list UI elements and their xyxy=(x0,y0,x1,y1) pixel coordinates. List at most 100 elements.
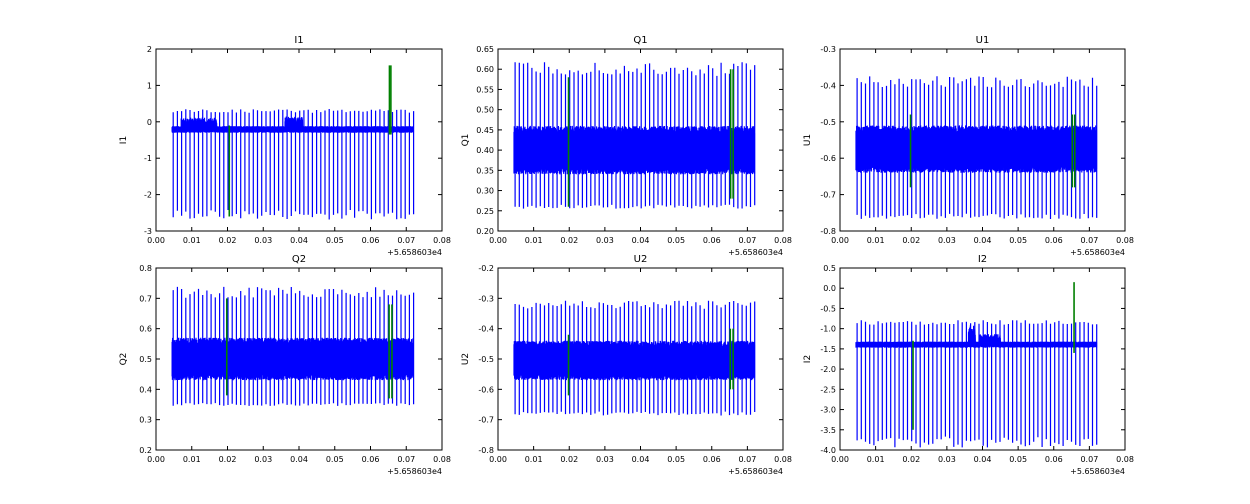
y-tick-label: 0.6 xyxy=(139,325,152,334)
chart-panel-i1: I1 I1 0.00 0.01 0.02 0.03 0.04 0.05 0.06 0.07 0.08… xyxy=(119,35,451,257)
y-tick-label: 0.5 xyxy=(139,355,152,364)
x-tick-label: 0.06 xyxy=(703,236,721,245)
x-tick-label: 0.01 xyxy=(525,236,543,245)
y-tick-label: 0.3 xyxy=(139,416,152,425)
x-tick-label: 0.01 xyxy=(867,236,885,245)
y-tick-label: -1.0 xyxy=(820,325,836,334)
x-tick-label: 0.02 xyxy=(560,455,578,464)
y-tick-label: 0.65 xyxy=(476,45,494,54)
y-tick-label: -0.5 xyxy=(820,118,836,127)
y-tick-label: 0 xyxy=(147,118,152,127)
y-tick-label: 0.30 xyxy=(476,187,494,196)
x-offset-label: +5.658603e4 xyxy=(387,467,442,476)
y-tick-label: 0.4 xyxy=(139,385,152,394)
x-tick-label: 0.05 xyxy=(1009,455,1027,464)
x-tick-label: 0.02 xyxy=(560,236,578,245)
y-tick-label: -0.6 xyxy=(478,385,494,394)
x-tick-label: 0.06 xyxy=(703,455,721,464)
y-tick-label: -0.8 xyxy=(478,446,494,455)
y-tick-label: -3.0 xyxy=(820,406,836,415)
y-tick-label: -2.5 xyxy=(820,385,836,394)
y-tick-label: 0.40 xyxy=(476,146,494,155)
y-tick-label: -0.5 xyxy=(478,355,494,364)
y-tick-label: -0.4 xyxy=(478,325,494,334)
y-tick-label: -0.3 xyxy=(478,294,494,303)
x-tick-label: 0.01 xyxy=(525,455,543,464)
x-tick-label: 0.02 xyxy=(219,455,237,464)
x-offset-label: +5.658603e4 xyxy=(728,248,783,257)
x-tick-label: 0.08 xyxy=(774,236,792,245)
x-tick-label: 0.04 xyxy=(632,455,650,464)
x-tick-label: 0.05 xyxy=(667,455,685,464)
y-tick-label: -2 xyxy=(144,191,152,200)
x-tick-label: 0.03 xyxy=(254,236,272,245)
plot-area xyxy=(171,65,415,220)
y-tick-label: 2 xyxy=(147,45,152,54)
y-tick-label: 0.50 xyxy=(476,106,494,115)
x-tick-label: 0.08 xyxy=(433,455,451,464)
x-tick-label: 0.07 xyxy=(397,455,415,464)
x-tick-label: 0.03 xyxy=(938,236,956,245)
y-tick-label: -0.5 xyxy=(820,304,836,313)
x-tick-label: 0.00 xyxy=(489,236,507,245)
x-tick-label: 0.04 xyxy=(632,236,650,245)
x-tick-label: 0.00 xyxy=(147,455,165,464)
x-tick-label: 0.03 xyxy=(938,455,956,464)
y-tick-label: 0.2 xyxy=(139,446,152,455)
x-tick-label: 0.01 xyxy=(867,455,885,464)
signal-series xyxy=(513,125,756,175)
y-axis-label: Q1 xyxy=(461,134,471,147)
x-tick-label: 0.00 xyxy=(489,455,507,464)
y-tick-label: -0.4 xyxy=(820,81,836,90)
y-tick-label: -3.5 xyxy=(820,426,836,435)
chart-title: I2 xyxy=(978,254,987,265)
x-tick-label: 0.06 xyxy=(362,455,380,464)
y-tick-label: 0.45 xyxy=(476,126,494,135)
signal-series xyxy=(855,125,1098,173)
y-tick-label: -0.8 xyxy=(820,227,836,236)
plot-area xyxy=(513,300,756,416)
x-offset-label: +5.658603e4 xyxy=(1070,467,1125,476)
chart-panel-q2: Q2 Q2 0.00 0.01 0.02 0.03 0.04 0.05 0.06 0.07 0.08… xyxy=(119,254,451,476)
plot-area xyxy=(513,62,756,209)
plot-area xyxy=(855,282,1098,448)
y-tick-label: 1 xyxy=(147,81,152,90)
chart-panel-u1: U1 U1 0.00 0.01 0.02 0.03 0.04 0.05 0.06 0.07 0.08… xyxy=(803,35,1134,257)
y-axis-label: U2 xyxy=(461,353,471,365)
y-axis-label: U1 xyxy=(803,134,813,146)
x-tick-label: 0.00 xyxy=(831,236,849,245)
y-tick-label: -1.5 xyxy=(820,345,836,354)
y-axis-label: I1 xyxy=(119,136,129,144)
chart-panel-q1: Q1 Q1 0.00 0.01 0.02 0.03 0.04 0.05 0.06 0.07 0.08… xyxy=(461,35,792,257)
x-tick-label: 0.05 xyxy=(326,236,344,245)
chart-title: I1 xyxy=(294,35,303,46)
x-tick-label: 0.08 xyxy=(1116,236,1134,245)
x-tick-label: 0.04 xyxy=(974,455,992,464)
y-tick-label: -2.0 xyxy=(820,365,836,374)
chart-title: U2 xyxy=(634,254,648,265)
y-tick-label: 0.35 xyxy=(476,166,494,175)
y-tick-label: 0.8 xyxy=(139,264,152,273)
y-tick-label: 0.20 xyxy=(476,227,494,236)
x-tick-label: 0.05 xyxy=(667,236,685,245)
x-tick-label: 0.08 xyxy=(1116,455,1134,464)
x-tick-label: 0.04 xyxy=(290,236,308,245)
y-tick-label: -4.0 xyxy=(820,446,836,455)
chart-title: Q2 xyxy=(292,254,306,265)
chart-panel-i2: I2 I2 0.00 0.01 0.02 0.03 0.04 0.05 0.06 0.07 0.08… xyxy=(803,254,1134,476)
y-tick-label: 0.5 xyxy=(823,264,836,273)
x-offset-label: +5.658603e4 xyxy=(1070,248,1125,257)
x-tick-label: 0.05 xyxy=(1009,236,1027,245)
x-tick-label: 0.00 xyxy=(831,455,849,464)
signal-spikes xyxy=(514,62,756,209)
x-tick-label: 0.07 xyxy=(1080,455,1098,464)
y-axis-label: Q2 xyxy=(119,353,129,366)
x-tick-label: 0.07 xyxy=(738,455,756,464)
x-tick-label: 0.07 xyxy=(738,236,756,245)
y-tick-label: -0.3 xyxy=(820,45,836,54)
x-offset-label: +5.658603e4 xyxy=(387,248,442,257)
chart-title: U1 xyxy=(976,35,990,46)
x-offset-label: +5.658603e4 xyxy=(728,467,783,476)
x-tick-label: 0.03 xyxy=(254,455,272,464)
